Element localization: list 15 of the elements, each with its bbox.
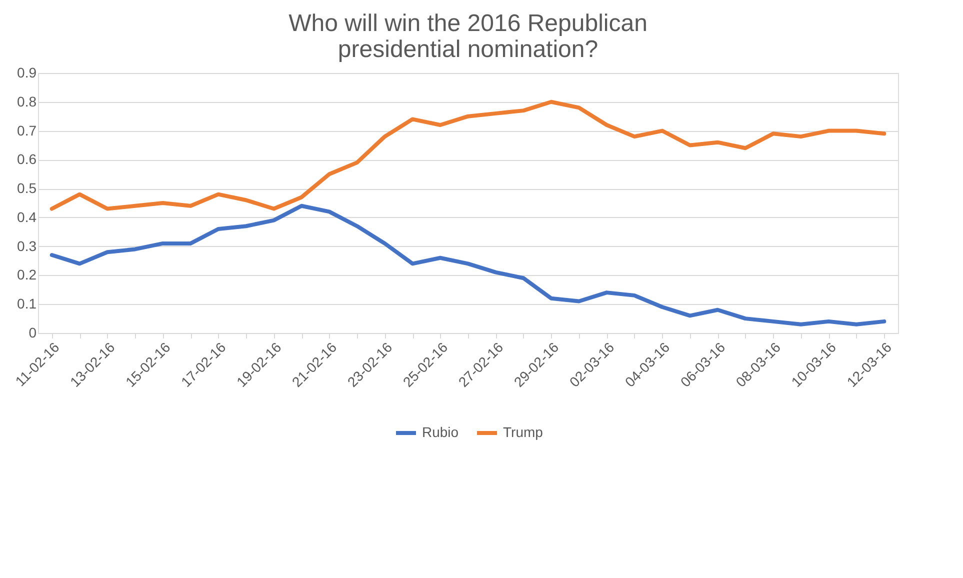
y-tick-label: 0.5 [17,180,37,196]
line-series [50,100,886,211]
y-tick-label: 0.2 [17,266,37,283]
y-tick-label: 0.9 [17,64,37,80]
legend-label: Rubio [422,424,459,440]
y-tick-label: 0.7 [17,122,37,138]
legend-label: Trump [503,424,544,440]
chart-title: Who will win the 2016 Republican presidential nomination? [288,10,648,63]
y-tick-label: 0 [28,324,37,340]
line-series [50,204,886,326]
y-tick-label: 0.6 [17,151,37,168]
y-tick-label: 0.8 [17,93,37,110]
y-tick-label: 0.1 [17,296,37,312]
y-tick-label: 0.4 [17,208,37,225]
y-tick-label: 0.3 [17,238,37,254]
